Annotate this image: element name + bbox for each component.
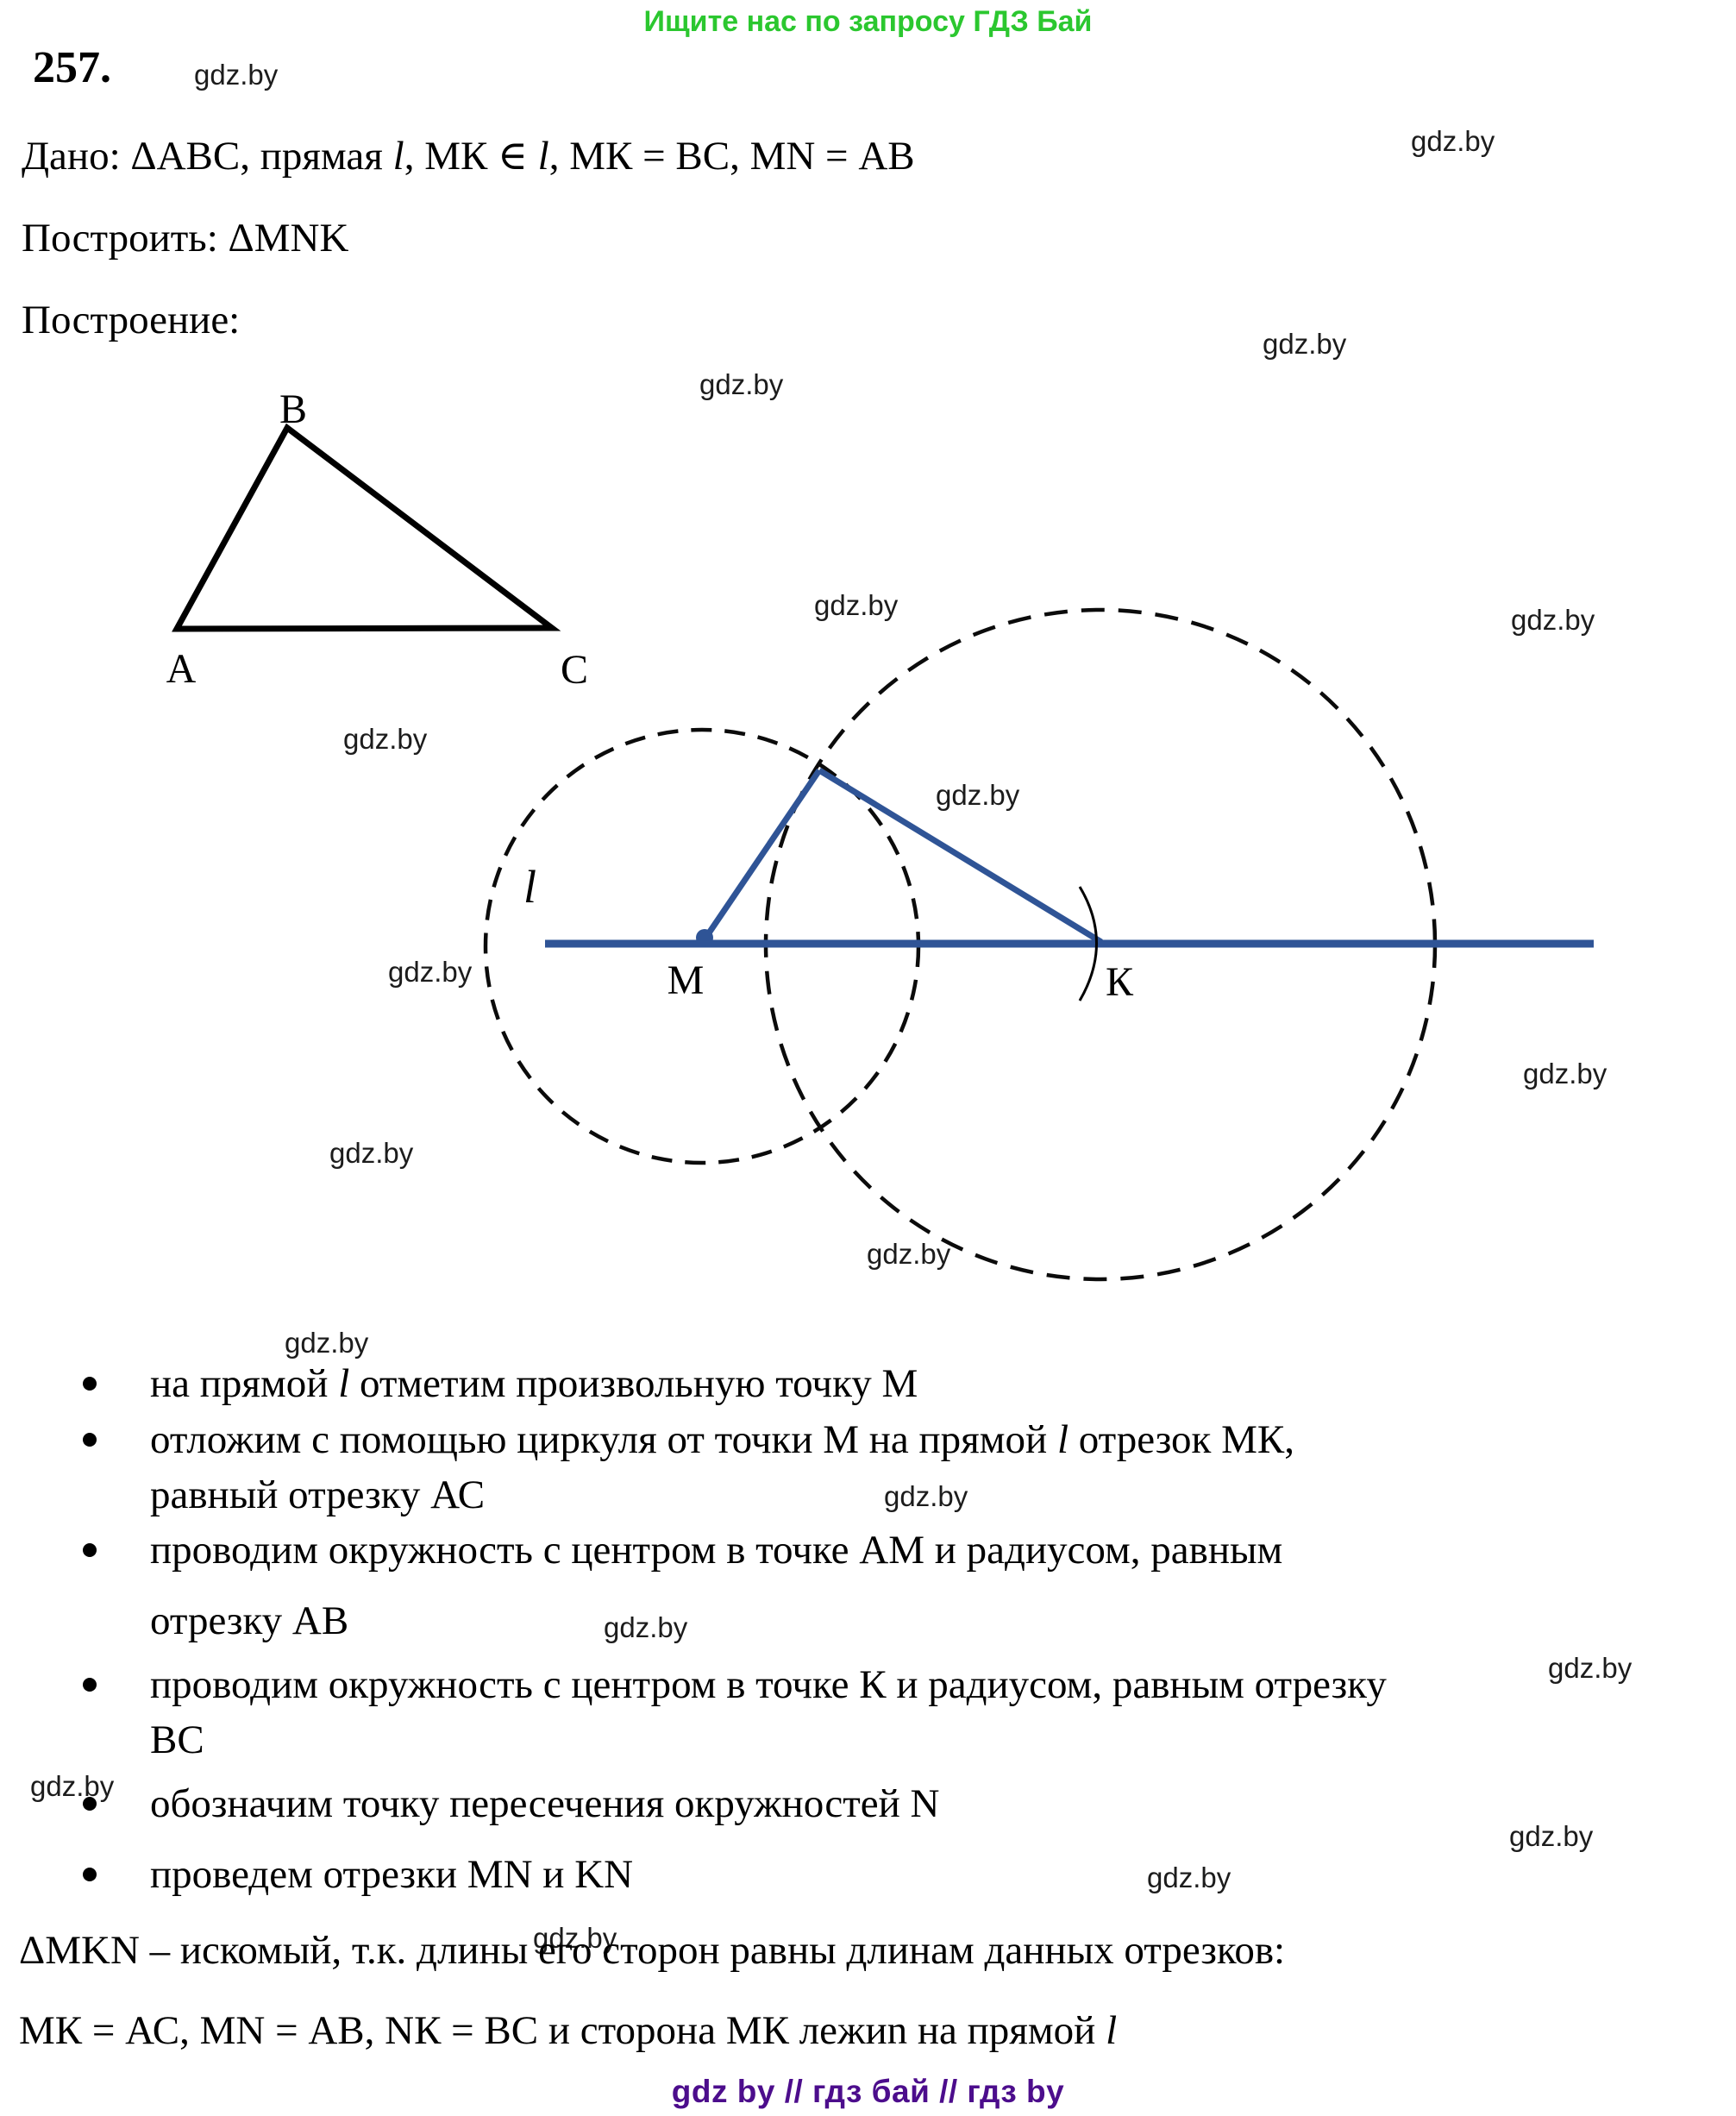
gdz-watermark: gdz.by bbox=[30, 1770, 115, 1802]
gdz-watermark: gdz.by bbox=[814, 589, 899, 621]
gdz-watermark: gdz.by bbox=[1411, 125, 1495, 157]
text-segment: отрезку АВ bbox=[150, 1598, 349, 1643]
gdz-watermark: gdz.by bbox=[1523, 1058, 1608, 1089]
italic-letter: l bbox=[1056, 1417, 1069, 1462]
bullet-icon bbox=[83, 1797, 97, 1811]
construction-heading: Построение: bbox=[22, 298, 241, 342]
gdz-watermark: gdz.by bbox=[388, 956, 473, 988]
text-segment: равный отрезку АС bbox=[150, 1472, 486, 1517]
gdz-watermark: gdz.by bbox=[936, 779, 1020, 811]
gdz-watermark: gdz.by bbox=[604, 1611, 688, 1643]
step-line: проведем отрезки MN и KN bbox=[150, 1850, 633, 1899]
gdz-watermark: gdz.by bbox=[1263, 328, 1347, 360]
given-line: Дано: ΔАВС, прямая l, МК ∈ l, МК = ВС, M… bbox=[22, 132, 915, 180]
text-segment: ВС bbox=[150, 1717, 204, 1762]
gdz-watermark: gdz.by bbox=[1511, 604, 1595, 636]
point-k-label: К bbox=[1106, 959, 1134, 1005]
vertex-label-a: A bbox=[166, 646, 197, 692]
gdz-watermark: gdz.by bbox=[867, 1238, 951, 1270]
bullet-icon bbox=[83, 1543, 97, 1557]
italic-letter: l bbox=[338, 1361, 350, 1406]
construct-line: Построить: ΔMNK bbox=[22, 216, 349, 261]
italic-letter: l bbox=[392, 134, 404, 179]
compass-arc-at-k bbox=[1078, 886, 1098, 1001]
text-segment: проводим окружность с центром в точке АМ… bbox=[150, 1528, 1283, 1573]
text-segment: на прямой bbox=[150, 1361, 339, 1406]
step-line: отрезку АВ bbox=[150, 1597, 348, 1645]
step-line: отложим с помощью циркуля от точки М на … bbox=[150, 1416, 1294, 1464]
italic-letter: l bbox=[537, 134, 549, 179]
text-segment: проведем отрезки MN и KN bbox=[150, 1852, 634, 1897]
promo-header: Ищите нас по запросу ГДЗ Бай bbox=[643, 5, 1093, 38]
problem-number: 257. bbox=[33, 43, 111, 92]
vertex-label-b: B bbox=[279, 386, 307, 432]
text-segment: , МК ∈ bbox=[404, 134, 538, 179]
segment-mn bbox=[702, 769, 822, 941]
gdz-watermark: gdz.by bbox=[1147, 1862, 1231, 1893]
bullet-icon bbox=[83, 1433, 97, 1447]
gdz-watermark: gdz.by bbox=[343, 723, 428, 755]
text-segment: проводим окружность с центром в точке К … bbox=[150, 1662, 1387, 1707]
vertex-label-c: C bbox=[561, 647, 588, 693]
step-line: проводим окружность с центром в точке К … bbox=[150, 1661, 1387, 1709]
bullet-icon bbox=[83, 1377, 97, 1391]
text-segment: МК = АС, MN = АВ, NК = ВС и сторона МК л… bbox=[19, 2008, 1106, 2053]
text-segment: , МК = ВС, MN = АВ bbox=[548, 134, 915, 179]
conclusion-line: ΔMKN – искомый, т.к. длины его сторон ра… bbox=[19, 1928, 1286, 1973]
italic-letter: l bbox=[1106, 2008, 1118, 2053]
gdz-watermark: gdz.by bbox=[194, 59, 279, 91]
segment-nk bbox=[818, 768, 1103, 945]
triangle-abc bbox=[172, 423, 561, 632]
text-segment: отрезок МК, bbox=[1069, 1417, 1294, 1462]
point-m-dot bbox=[696, 929, 713, 946]
bullet-icon bbox=[83, 1678, 97, 1692]
step-line: проводим окружность с центром в точке АМ… bbox=[150, 1526, 1282, 1574]
gdz-watermark: gdz.by bbox=[1509, 1820, 1594, 1852]
text-segment: Дано: ΔАВС, прямая bbox=[22, 134, 393, 179]
gdz-watermark: gdz.by bbox=[1548, 1652, 1633, 1684]
step-line: на прямой l отметим произвольную точку М bbox=[150, 1359, 918, 1408]
gdz-watermark: gdz.by bbox=[884, 1480, 968, 1512]
footer-watermark: gdz by // гдз бай // гдз by bbox=[671, 2074, 1065, 2109]
step-line: ВС bbox=[150, 1716, 204, 1764]
step-line: равный отрезку АС bbox=[150, 1471, 485, 1519]
text-segment: отметим произвольную точку М bbox=[349, 1361, 918, 1406]
gdz-watermark: gdz.by bbox=[699, 368, 784, 400]
point-m-label: М bbox=[667, 958, 705, 1003]
step-line: обозначим точку пересечения окружностей … bbox=[150, 1780, 940, 1828]
text-segment: обозначим точку пересечения окружностей … bbox=[150, 1781, 940, 1826]
bullet-icon bbox=[83, 1868, 97, 1881]
equality-line: МК = АС, MN = АВ, NК = ВС и сторона МК л… bbox=[19, 2006, 1117, 2055]
gdz-watermark: gdz.by bbox=[285, 1327, 369, 1359]
line-l-label: l bbox=[523, 861, 536, 913]
gdz-watermark: gdz.by bbox=[329, 1137, 414, 1169]
text-segment: отложим с помощью циркуля от точки М на … bbox=[150, 1417, 1057, 1462]
gdz-watermark: gdz.by bbox=[533, 1922, 617, 1954]
